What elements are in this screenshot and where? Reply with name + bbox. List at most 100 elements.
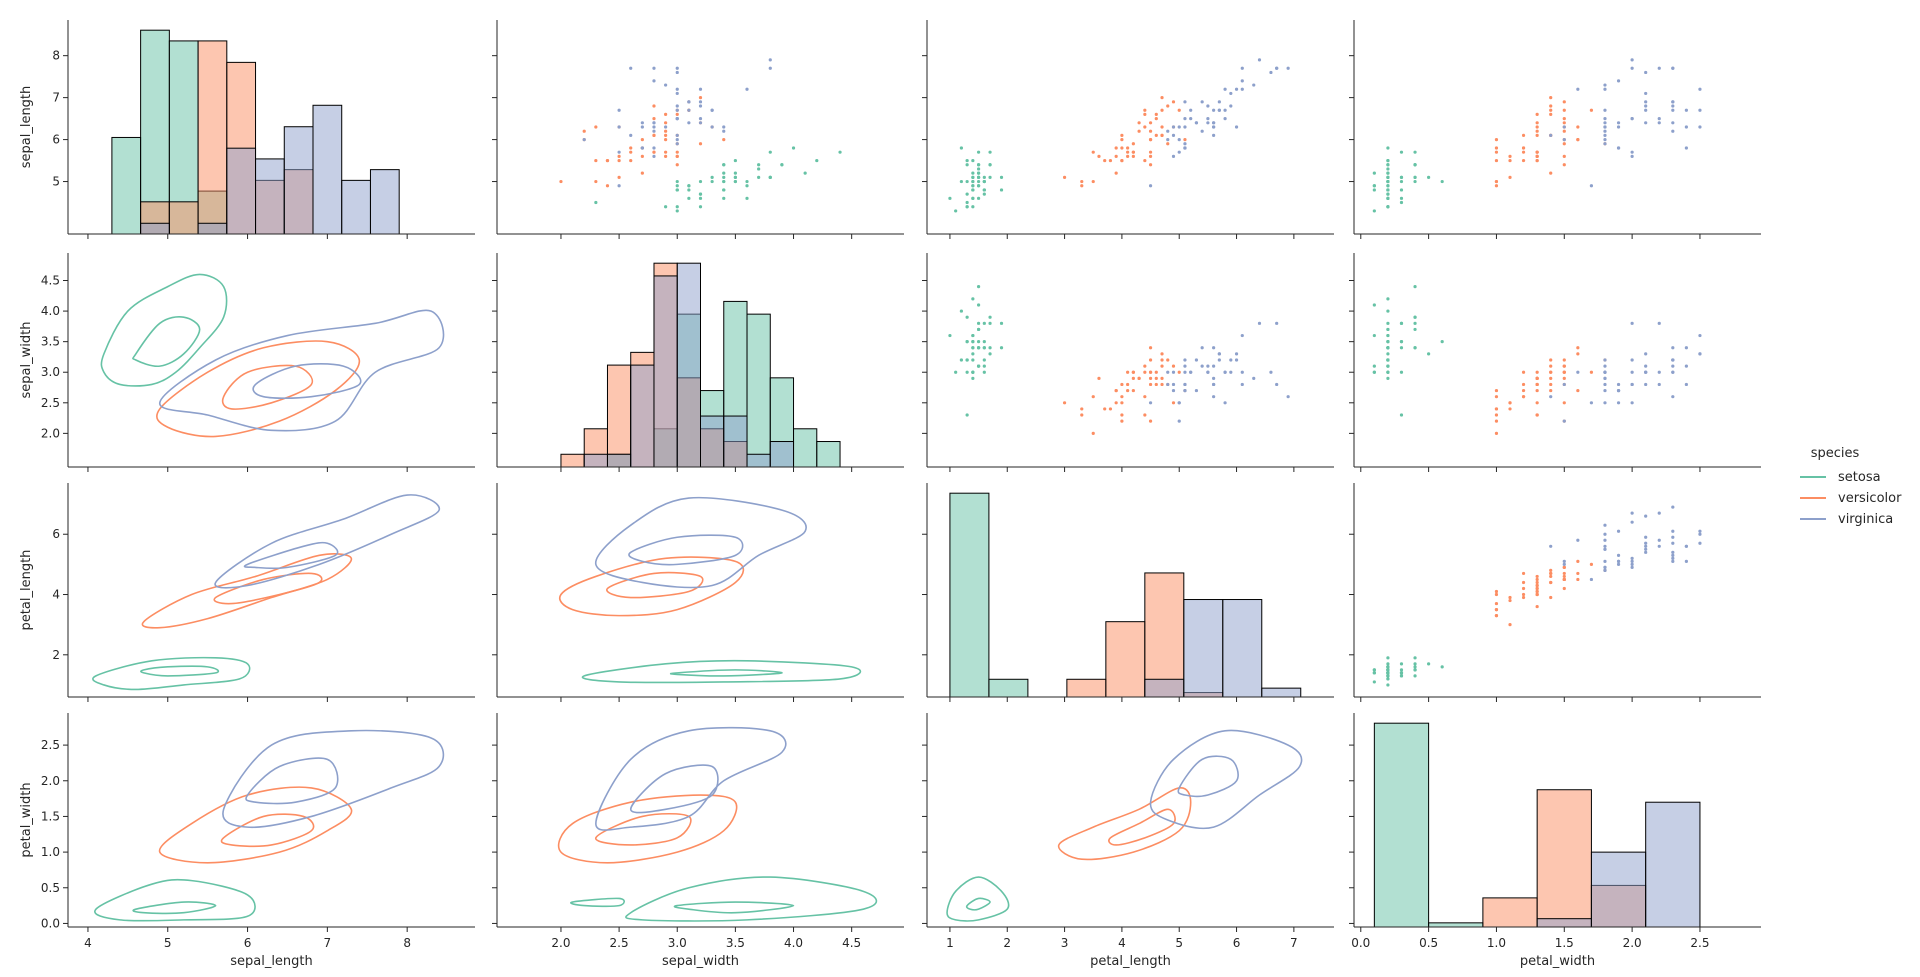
y-tick-label: 2.5: [41, 396, 60, 410]
legend-entry-virginica: virginica: [1800, 512, 1893, 527]
scatter-point-versicolor: [675, 163, 679, 167]
scatter-point-virginica: [652, 79, 656, 83]
scatter-point-setosa: [1440, 340, 1444, 344]
kde-contour-setosa: [140, 665, 220, 677]
x-tick: 1.0: [1487, 927, 1506, 950]
scatter-point-versicolor: [1576, 388, 1580, 393]
scatter-point-versicolor: [1535, 154, 1539, 158]
pairplot-panels: 5 6 7 8 sepal_length 2.0 2.5 3.0 3.5 4.0 4.5 sepal_…: [19, 20, 1761, 969]
y-tick-label: 2.0: [41, 774, 60, 788]
species-legend: species setosa versicolor virginica: [1800, 446, 1902, 527]
scatter-point-virginica: [1657, 544, 1661, 548]
scatter-point-setosa: [954, 209, 958, 213]
scatter-point-virginica: [698, 100, 703, 104]
panel-sepal_width-vs-petal_width: [1349, 253, 1761, 472]
scatter-point-virginica: [1630, 321, 1634, 325]
x-tick-label: 3.5: [726, 936, 745, 950]
scatter-point-setosa: [1386, 358, 1390, 362]
scatter-point-versicolor: [1148, 129, 1153, 133]
scatter-point-setosa: [1386, 188, 1390, 192]
scatter-point-setosa: [698, 196, 703, 200]
x-axis-label-sepal_length: sepal_length: [230, 954, 313, 969]
scatter-point-virginica: [1212, 133, 1216, 137]
scatter-point-virginica: [1603, 370, 1607, 374]
scatter-point-versicolor: [1494, 158, 1499, 163]
scatter-point-versicolor: [1494, 614, 1499, 618]
scatter-point-setosa: [1413, 346, 1417, 350]
scatter-point-versicolor: [1549, 574, 1553, 579]
hist-bar-setosa: [988, 678, 1029, 698]
scatter-point-setosa: [971, 370, 975, 374]
scatter-point-versicolor: [1535, 121, 1539, 125]
scatter-point-setosa: [976, 167, 981, 171]
x-tick-label: 0.5: [1419, 936, 1438, 950]
hist-bar-setosa: [1373, 722, 1430, 928]
scatter-point-setosa: [745, 184, 749, 188]
scatter-point-virginica: [1189, 370, 1193, 374]
scatter-point-versicolor: [1114, 154, 1118, 158]
scatter-point-virginica: [1603, 364, 1607, 368]
scatter-point-setosa: [1399, 340, 1404, 344]
scatter-point-virginica: [1223, 108, 1227, 112]
scatter-point-versicolor: [1521, 370, 1526, 374]
scatter-point-setosa: [675, 184, 679, 188]
scatter-point-virginica: [1671, 129, 1675, 133]
scatter-point-virginica: [1603, 376, 1607, 380]
scatter-point-virginica: [1212, 346, 1216, 350]
scatter-point-versicolor: [1148, 346, 1153, 350]
scatter-point-virginica: [1616, 562, 1621, 566]
scatter-point-versicolor: [1120, 401, 1124, 405]
scatter-point-versicolor: [664, 112, 668, 117]
scatter-point-versicolor: [1171, 100, 1176, 104]
y-tick-label: 0.5: [41, 881, 60, 895]
scatter-point-versicolor: [1535, 413, 1539, 417]
scatter-point-setosa: [976, 364, 981, 368]
x-tick-label: 5: [1175, 936, 1183, 950]
scatter-point-versicolor: [652, 104, 656, 108]
y-tick: 4: [52, 588, 68, 602]
hist-bar-setosa: [140, 29, 170, 235]
scatter-point-versicolor: [1131, 142, 1135, 146]
scatter-point-virginica: [1206, 370, 1210, 374]
scatter-point-setosa: [1372, 303, 1376, 307]
panel-sepal_width-vs-sepal_width: [492, 253, 904, 472]
scatter-point-virginica: [1603, 129, 1607, 133]
legend-entry-setosa: setosa: [1800, 470, 1881, 485]
scatter-point-versicolor: [675, 150, 679, 154]
scatter-point-versicolor: [640, 171, 644, 175]
scatter-point-setosa: [954, 370, 958, 374]
kde-contour-versicolor: [606, 571, 704, 599]
scatter-point-versicolor: [640, 154, 644, 158]
scatter-point-setosa: [976, 196, 981, 200]
scatter-point-virginica: [698, 87, 703, 91]
scatter-point-virginica: [687, 121, 691, 125]
scatter-point-virginica: [1234, 358, 1239, 362]
scatter-point-virginica: [1171, 382, 1176, 387]
scatter-point-virginica: [582, 137, 586, 142]
scatter-point-versicolor: [1114, 401, 1118, 405]
scatter-point-setosa: [988, 175, 992, 179]
scatter-point-setosa: [965, 192, 969, 196]
scatter-point-virginica: [1657, 370, 1661, 374]
scatter-point-versicolor: [1120, 382, 1124, 387]
x-tick: 5: [1175, 927, 1183, 950]
y-tick-label: 4.5: [41, 274, 60, 288]
kde-contour-setosa: [673, 901, 795, 914]
scatter-point-setosa: [965, 200, 969, 205]
kde-contour-virginica: [628, 534, 744, 566]
legend-title: species: [1811, 446, 1860, 461]
scatter-point-virginica: [1657, 66, 1661, 70]
y-tick-label: 2: [52, 648, 60, 662]
scatter-point-setosa: [976, 321, 981, 325]
hist-bar-virginica: [769, 441, 795, 468]
scatter-point-virginica: [1603, 382, 1607, 387]
scatter-point-setosa: [1372, 668, 1376, 672]
scatter-point-setosa: [982, 188, 986, 192]
scatter-point-versicolor: [675, 154, 679, 158]
scatter-point-virginica: [1171, 370, 1176, 374]
scatter-point-versicolor: [1521, 586, 1526, 591]
scatter-point-virginica: [1644, 91, 1648, 96]
scatter-point-virginica: [1275, 382, 1279, 387]
scatter-point-versicolor: [1535, 583, 1539, 588]
scatter-point-setosa: [1372, 680, 1376, 684]
